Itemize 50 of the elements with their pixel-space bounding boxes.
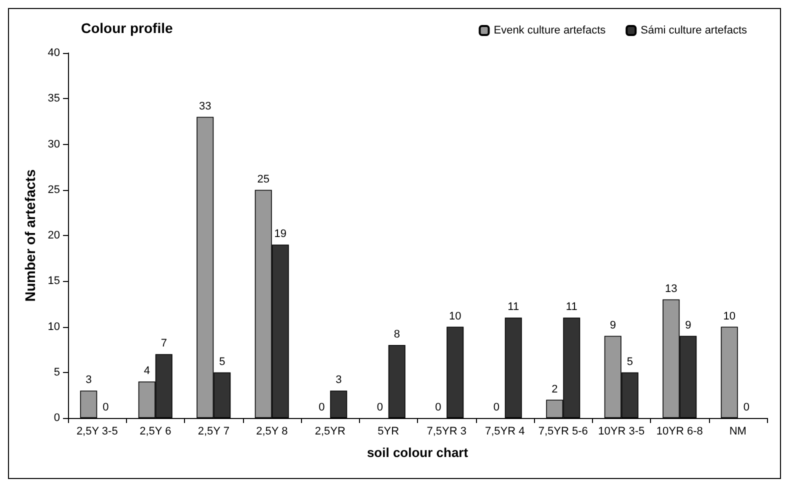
data-label: 3 [336,374,342,386]
data-label: 0 [743,402,750,414]
y-tick-label: 30 [48,138,60,150]
x-tick-label: 2,5Y 6 [140,426,172,438]
data-label: 13 [665,282,678,295]
x-tick-label: NM [729,426,746,438]
data-label: 19 [274,228,286,240]
x-tick-label: 7,5YR 4 [485,426,525,438]
x-tick-label: 2,5Y 8 [256,426,288,438]
x-tick-label: 5YR [378,426,400,438]
data-label: 11 [566,301,578,314]
data-label: 0 [493,402,500,414]
data-label: 0 [102,402,109,414]
data-label: 10 [723,310,736,322]
data-label: 10 [449,310,462,322]
data-label: 2 [552,383,558,396]
legend-label: Sámi culture artefacts [640,24,748,36]
y-tick-label: 10 [48,320,60,333]
y-tick-label: 35 [48,92,60,105]
legend-label: Evenk culture artefacts [494,24,606,36]
x-tick-label: 10YR 3-5 [598,426,645,438]
x-tick-label: 7,5YR 5-6 [538,426,588,438]
data-label: 0 [435,402,442,414]
x-tick-label: 2,5Y 3-5 [76,426,118,438]
data-label: 9 [610,319,616,332]
y-tick-label: 5 [54,366,60,378]
chart-title: Colour profile [81,20,173,36]
data-label: 9 [685,319,692,332]
data-label: 3 [86,374,92,386]
x-tick-label: 7,5YR 3 [426,426,466,438]
data-label: 11 [508,301,520,314]
data-label: 25 [257,173,270,186]
y-axis-title: Number of artefacts [22,169,38,302]
y-tick-label: 40 [48,47,60,59]
y-tick-label: 25 [48,184,60,196]
data-label: 0 [318,402,325,414]
x-tick-label: 2,5YR [314,426,346,438]
y-tick-label: 15 [48,275,60,288]
x-axis-title: soil colour chart [366,445,469,460]
data-label: 8 [394,328,400,340]
data-label: 0 [376,402,383,414]
x-tick-label: 10YR 6-8 [656,426,703,438]
x-tick-label: 2,5Y 7 [198,426,230,438]
data-label: 5 [626,356,633,368]
y-tick-label: 0 [54,412,60,424]
data-label: 4 [144,365,150,377]
data-label: 33 [199,100,212,112]
data-label: 5 [219,356,226,368]
data-label: 7 [160,338,167,350]
y-tick-label: 20 [48,230,60,242]
